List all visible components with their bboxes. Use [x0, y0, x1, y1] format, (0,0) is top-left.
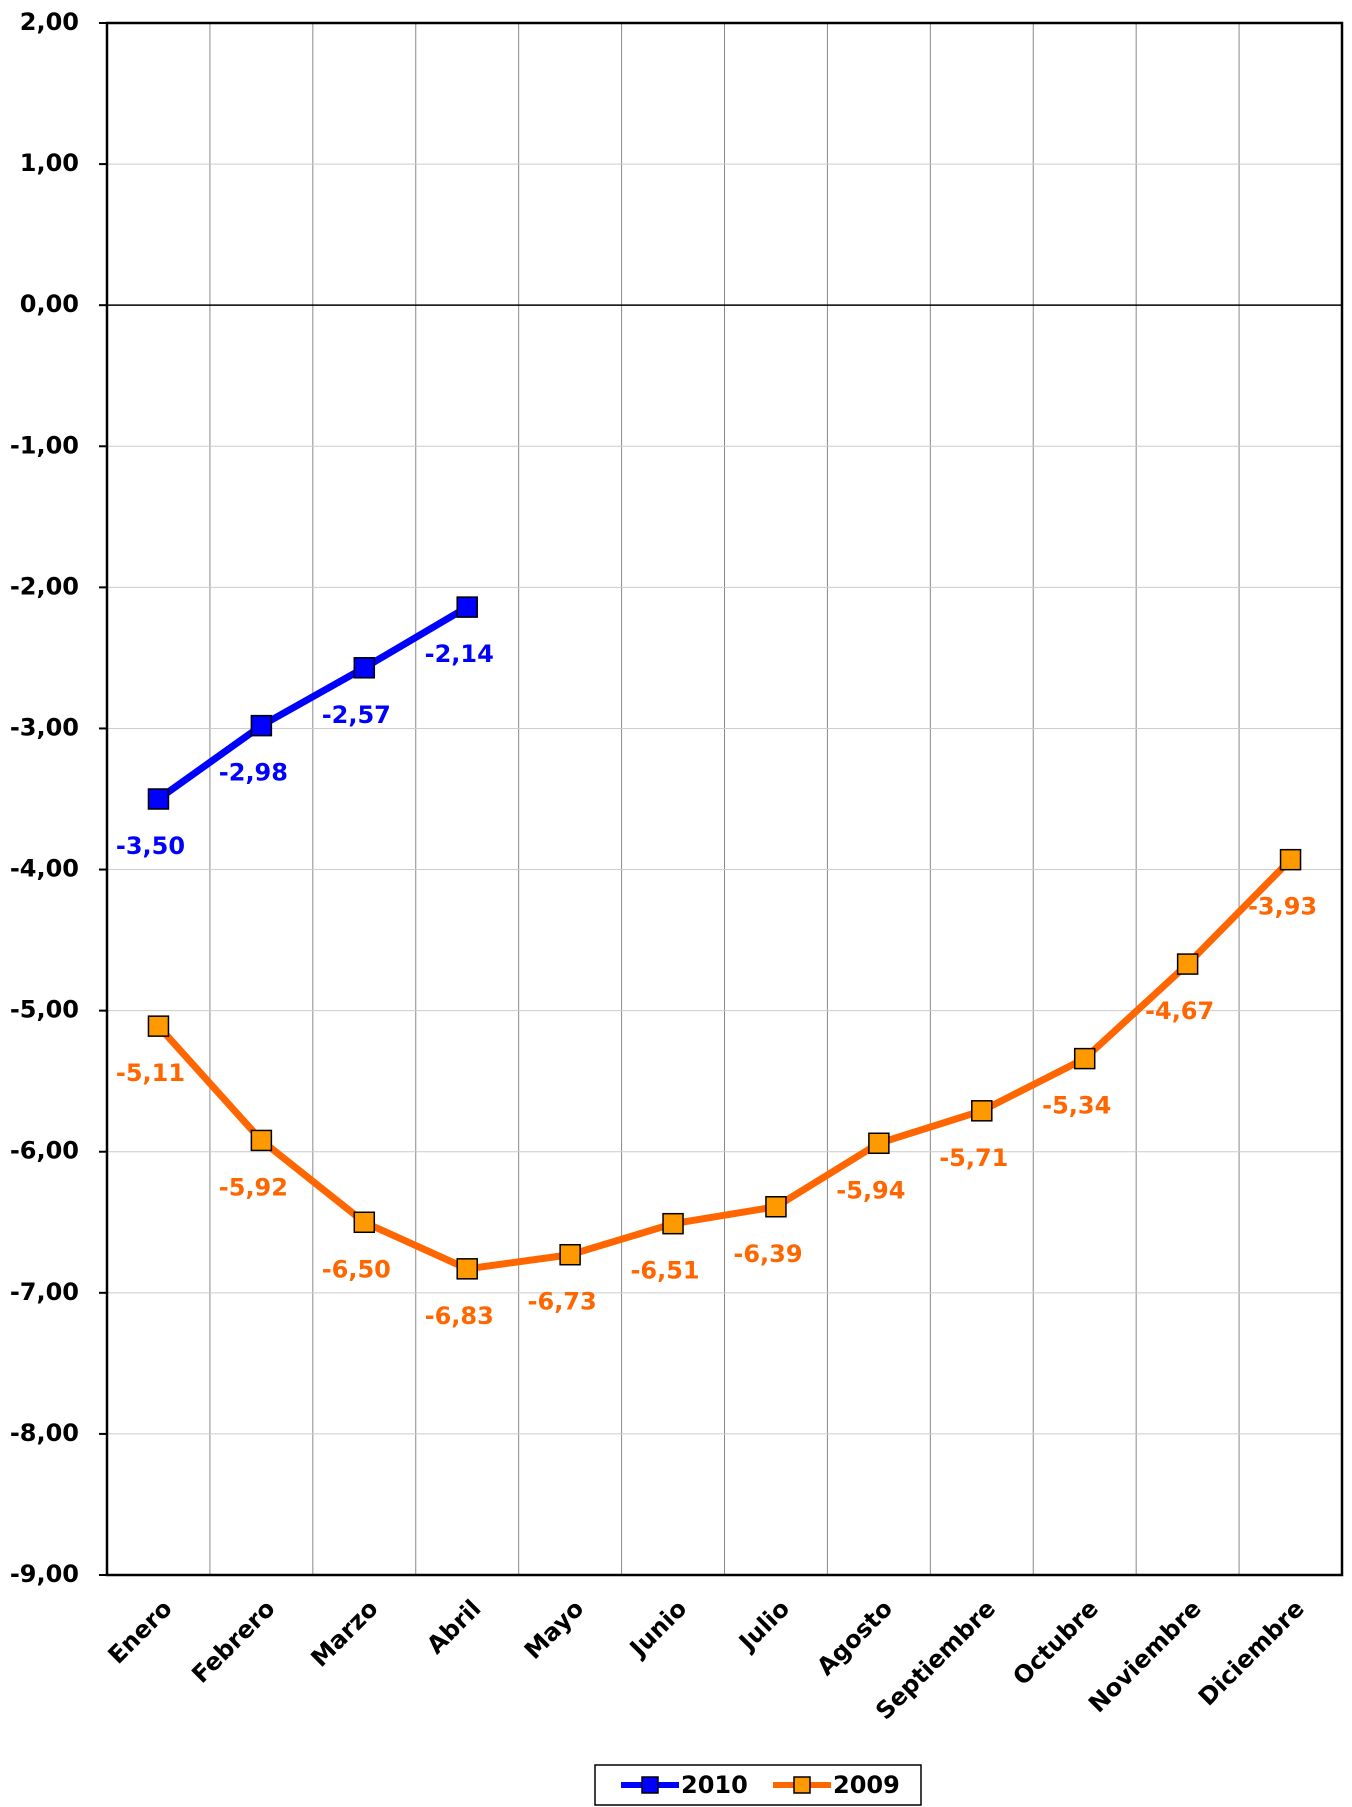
data-label: -6,50	[322, 1255, 391, 1283]
series-marker	[868, 1132, 890, 1155]
data-label: -5,11	[116, 1059, 185, 1087]
series-marker	[147, 788, 170, 810]
data-label: -5,94	[836, 1176, 905, 1204]
y-tick-label: -6,00	[10, 1137, 79, 1165]
data-label: -3,50	[116, 832, 185, 860]
data-label: -5,92	[219, 1173, 288, 1201]
x-tick-label: Diciembre	[1193, 1594, 1310, 1711]
series-marker	[1073, 1047, 1096, 1070]
data-label: -2,57	[322, 701, 391, 729]
data-label: -6,39	[733, 1240, 802, 1268]
y-tick-label: -8,00	[10, 1419, 79, 1447]
data-label: -4,67	[1145, 997, 1214, 1025]
series-marker	[765, 1196, 787, 1218]
series-marker	[456, 1258, 478, 1280]
data-label: -6,83	[425, 1302, 494, 1330]
x-tick-label: Marzo	[305, 1594, 383, 1672]
x-tick-label: Enero	[103, 1594, 178, 1669]
x-tick-label: Junio	[623, 1594, 692, 1663]
series-marker	[250, 1129, 273, 1152]
series-marker	[250, 714, 273, 737]
y-tick-label: -4,00	[10, 855, 79, 883]
series-line	[156, 604, 469, 802]
series-marker	[971, 1100, 993, 1122]
y-tick-label: 1,00	[20, 149, 79, 177]
y-tick-label: -1,00	[10, 431, 79, 459]
y-tick-label: 2,00	[20, 8, 79, 36]
series-line	[155, 857, 1294, 1273]
series-marker	[662, 1212, 684, 1235]
series-marker	[559, 1243, 581, 1266]
x-tick-label: Febrero	[186, 1594, 280, 1688]
y-tick-label: -3,00	[10, 713, 79, 741]
data-label: -2,98	[219, 759, 288, 787]
data-label: -6,51	[630, 1257, 699, 1285]
legend-marker	[793, 1776, 811, 1794]
data-label: -5,34	[1042, 1092, 1111, 1120]
data-label: -2,14	[425, 640, 494, 668]
legend-label: 2010	[681, 1771, 748, 1799]
series-marker	[456, 596, 478, 618]
x-tick-label: Agosto	[811, 1594, 898, 1681]
x-tick-label: Octubre	[1007, 1594, 1104, 1691]
x-tick-label: Julio	[732, 1594, 795, 1657]
y-tick-label: -2,00	[10, 572, 79, 600]
series-marker	[353, 1211, 376, 1234]
x-tick-label: Abril	[421, 1594, 486, 1659]
series-marker	[147, 1015, 170, 1037]
legend-label: 2009	[833, 1771, 900, 1799]
plot-frame	[105, 21, 1344, 1577]
data-label: -5,71	[939, 1144, 1008, 1172]
data-label: -3,93	[1248, 893, 1317, 921]
y-tick-label: 0,00	[20, 290, 79, 318]
y-tick-label: -9,00	[10, 1560, 79, 1588]
legend-marker	[641, 1776, 659, 1794]
x-tick-label: Mayo	[519, 1594, 589, 1664]
series-marker	[1279, 848, 1302, 871]
data-label: -6,73	[528, 1288, 597, 1316]
y-tick-label: -7,00	[10, 1278, 79, 1306]
y-tick-label: -5,00	[10, 996, 79, 1024]
series-marker	[1176, 953, 1199, 975]
series-marker	[353, 657, 376, 679]
